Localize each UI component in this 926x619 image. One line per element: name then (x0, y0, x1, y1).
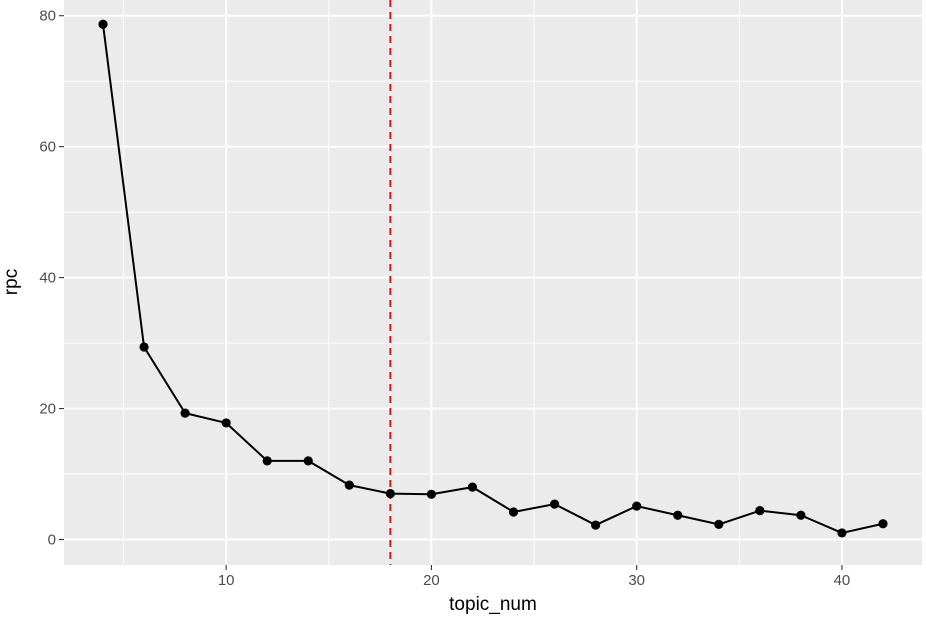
tick-labels: 10 20 30 40 0 20 40 60 80 (39, 8, 850, 589)
data-point (632, 501, 642, 511)
data-point (139, 342, 149, 352)
data-point (837, 528, 847, 538)
data-point (180, 408, 190, 418)
x-tick-label: 20 (423, 572, 440, 589)
data-point (303, 456, 313, 466)
x-tick-label: 30 (628, 572, 645, 589)
data-point (344, 480, 354, 490)
series-layer (98, 19, 888, 538)
data-point (426, 489, 437, 499)
y-tick-label: 20 (39, 401, 56, 418)
data-point (878, 519, 888, 529)
data-point (467, 482, 478, 492)
data-point (98, 19, 108, 29)
series-line (102, 24, 884, 534)
x-tick-label: 40 (834, 572, 851, 589)
data-point (714, 519, 724, 530)
data-point (221, 418, 231, 428)
data-point (755, 506, 765, 516)
data-point (549, 499, 560, 509)
data-point (673, 510, 683, 520)
data-point (508, 507, 519, 517)
y-axis-title: rpc (1, 269, 22, 295)
x-tick-label: 10 (218, 572, 235, 589)
panel-background (64, 0, 922, 565)
minor-grid (64, 0, 922, 565)
y-tick-label: 0 (48, 531, 56, 548)
data-point (385, 489, 395, 499)
axis-ticks (59, 15, 843, 570)
data-point (796, 510, 806, 520)
y-tick-label: 40 (39, 270, 56, 287)
y-tick-label: 80 (39, 8, 56, 25)
y-tick-label: 60 (39, 139, 56, 156)
x-axis-title: topic_num (449, 594, 537, 615)
data-point (591, 520, 601, 530)
data-point (262, 456, 272, 466)
major-grid (64, 0, 922, 565)
